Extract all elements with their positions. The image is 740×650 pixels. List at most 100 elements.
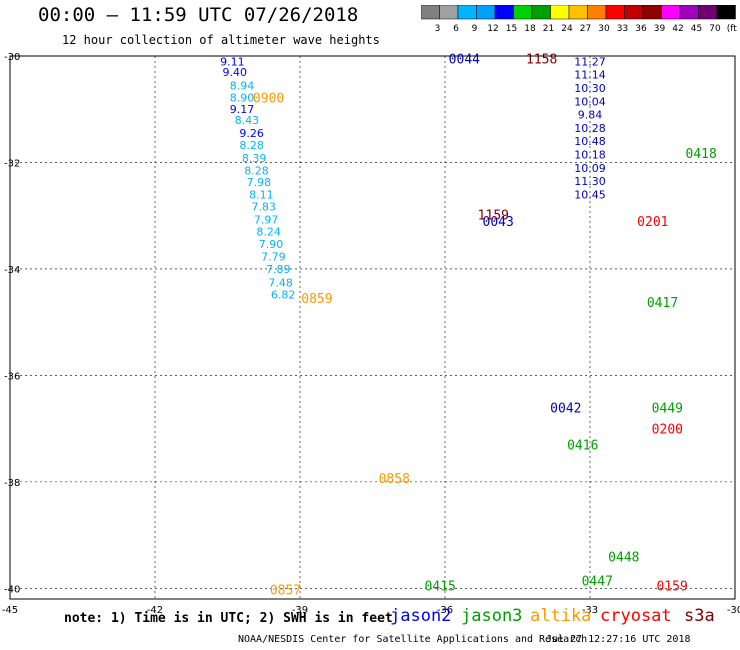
legend-label: jason2 [390,606,452,626]
swh-point: 7.48 [268,276,293,289]
legend-item-altika: altika [530,606,591,626]
legend-item-jason2: jason2 [390,606,451,626]
swh-point: 10.30 [574,82,606,95]
lat-tick-label: -30 [4,52,20,63]
color-scale-label: 33 [617,24,628,34]
pass-time-label: 0418 [686,147,717,162]
footer-source: NOAA/NESDIS Center for Satellite Applica… [238,634,588,645]
pass-time-label: 0858 [379,472,410,487]
color-scale-label: 30 [598,24,610,34]
pass-time-label: 0449 [652,401,683,416]
pass-time-label: 0201 [637,215,668,230]
pass-time-label: 0159 [657,580,688,595]
lon-tick-label: -36 [437,605,453,616]
lon-tick-label: -39 [292,605,308,616]
pass-time-label: 0448 [608,550,639,565]
swh-point: 10.48 [574,135,606,148]
legend-note: note: 1) Time is in UTC; 2) SWH is in fe… [64,611,393,626]
lat-tick-label: -32 [4,158,20,169]
swh-point: 8.43 [235,114,260,127]
swh-point: 8.39 [242,152,267,165]
swh-point: 7.89 [266,263,291,276]
swh-point: 9.84 [578,109,603,122]
legend-label: altika [530,606,592,626]
color-scale-label: 6 [453,24,459,34]
swh-point: 11.30 [574,175,606,188]
pass-time-label: 0857 [270,583,301,598]
swh-point: 9.17 [230,103,255,116]
legend-label: cryosat [600,606,672,626]
swh-point: 10.28 [574,122,606,135]
swh-point: 7.83 [252,201,277,214]
color-scale-label: 42 [672,24,683,34]
lat-tick-label: -34 [4,265,20,276]
pass-time-label: 0200 [652,423,683,438]
pass-time-label: 0042 [550,401,581,416]
legend-label: s3a [684,606,715,626]
color-scale-label: (ft) [727,24,737,34]
swh-point: 10.04 [574,95,606,108]
pass-time-label: 0415 [425,580,456,595]
color-scale-label: 15 [506,24,517,34]
footer-timestamp: Jul 27 12:27:16 UTC 2018 [546,634,691,645]
lat-tick-label: -40 [4,584,20,595]
swh-point: 8.28 [244,164,269,177]
legend-item-jason3: jason3 [461,606,522,626]
data-marks: 9.119.408.948.909.178.439.268.288.398.28… [220,53,717,599]
pass-time-label: 0417 [647,296,678,311]
color-scale-label: 36 [635,24,647,34]
swh-point: 7.79 [261,251,286,264]
swh-point: 7.90 [259,238,284,251]
color-scale-label: 18 [524,24,536,34]
swh-point: 9.40 [223,66,248,79]
swh-point: 9.26 [239,127,264,140]
plot-frame [9,55,736,600]
pass-time-label: 0416 [567,439,598,454]
swh-point: 8.28 [239,139,264,152]
swh-point: 8.94 [230,79,255,92]
color-scale-label: 70 [709,24,721,34]
pass-time-label: 0043 [483,215,514,230]
color-swatch [716,5,736,20]
swh-point: 10.18 [574,148,606,161]
lon-tick-label: -33 [582,605,598,616]
lat-tick-label: -36 [4,371,20,382]
swh-point: 11.14 [574,69,606,82]
swh-point: 8.11 [249,188,274,201]
axis-ticks: -45 -42 -39 -36 -33 -30 -30 -32 -34 -36 -38 -40 [2,52,740,616]
legend-item-cryosat: cryosat [600,606,672,626]
swh-point: 10.45 [574,188,606,201]
pass-time-label: 0044 [449,53,480,68]
color-scale-label: 24 [561,24,573,34]
color-scale-label: 45 [691,24,702,34]
swh-point: 6.82 [271,288,296,301]
color-scale-label: 3 [435,24,441,34]
chart-subtitle: 12 hour collection of altimeter wave hei… [62,33,380,47]
pass-time-label: 0900 [253,92,284,107]
lon-tick-label: -42 [147,605,163,616]
color-scale-label: 9 [472,24,478,34]
lat-tick-label: -38 [4,478,20,489]
pass-time-label: 1159 [478,209,509,224]
color-scale-label: 21 [543,24,554,34]
pass-time-label: 0859 [301,292,332,307]
swh-point: 7.98 [247,176,272,189]
swh-point: 9.11 [220,55,245,68]
swh-point: 10.09 [574,162,606,175]
swh-point: 8.24 [256,226,281,239]
color-scale-label: 12 [487,24,498,34]
lon-tick-label: -45 [2,605,18,616]
pass-time-label: 1158 [526,53,557,68]
pass-time-label: 0447 [582,574,613,589]
grid-lines [10,56,735,599]
lon-tick-label: -30 [727,605,740,616]
chart-title: 00:00 – 11:59 UTC 07/26/2018 [38,4,359,26]
color-scale-label: 39 [654,24,666,34]
swh-point: 7.97 [254,213,279,226]
swh-point: 8.90 [230,92,255,105]
color-scale-label: 27 [580,24,591,34]
swh-point: 11.27 [574,55,606,68]
legend-item-s3a: s3a [684,606,715,626]
